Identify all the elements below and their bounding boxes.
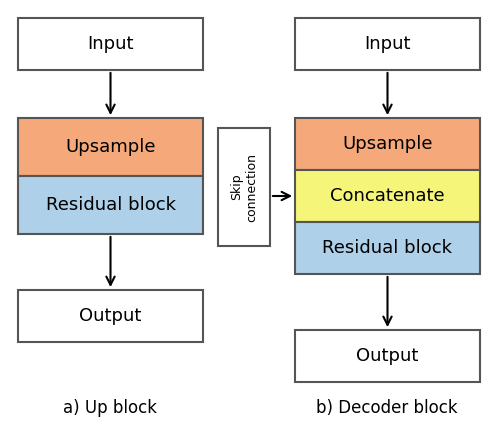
Text: Skip
connection: Skip connection — [230, 153, 258, 221]
Bar — [295, 118, 480, 170]
Text: a) Up block: a) Up block — [63, 399, 157, 417]
Text: Concatenate: Concatenate — [330, 187, 445, 205]
Text: Residual block: Residual block — [322, 239, 452, 257]
Text: Input: Input — [88, 35, 134, 53]
Bar — [18, 290, 203, 342]
Bar — [295, 170, 480, 222]
Text: b) Decoder block: b) Decoder block — [316, 399, 458, 417]
Bar — [218, 128, 270, 246]
Text: Upsample: Upsample — [342, 135, 433, 153]
Bar — [295, 18, 480, 70]
Bar — [18, 118, 203, 176]
Text: Upsample: Upsample — [65, 138, 156, 156]
Bar — [18, 176, 203, 234]
Text: Input: Input — [364, 35, 411, 53]
Text: Output: Output — [356, 347, 418, 365]
Bar — [18, 18, 203, 70]
Bar — [295, 222, 480, 274]
Text: Output: Output — [80, 307, 142, 325]
Bar — [295, 330, 480, 382]
Text: Residual block: Residual block — [46, 196, 176, 214]
